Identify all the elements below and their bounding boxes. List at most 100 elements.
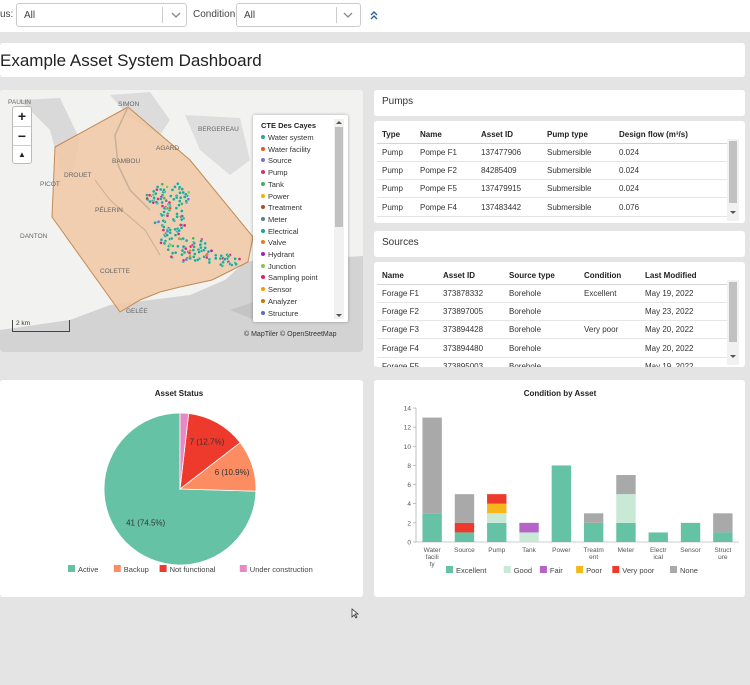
asset-point[interactable] xyxy=(159,238,164,242)
legend-item[interactable]: Hydrant xyxy=(261,250,294,259)
table-row[interactable]: Forage F2 373897005 Borehole May 23, 2022 xyxy=(374,307,734,324)
asset-point[interactable] xyxy=(187,190,191,195)
bar-segment[interactable] xyxy=(713,532,733,542)
asset-point[interactable] xyxy=(234,262,238,266)
chevron-down-icon[interactable] xyxy=(169,8,183,22)
asset-point[interactable] xyxy=(178,195,183,200)
table-row[interactable]: Pump Pompe F5 137479915 Submersible 0.024 xyxy=(374,184,734,201)
legend-item[interactable]: Pump xyxy=(261,168,288,177)
asset-point[interactable] xyxy=(151,189,156,194)
bar-segment[interactable] xyxy=(454,532,475,542)
asset-point[interactable] xyxy=(214,253,218,258)
bar-segment[interactable] xyxy=(680,522,701,542)
table-row[interactable]: Forage F4 373894480 Borehole May 20, 2022 xyxy=(374,344,734,361)
bar-legend-label[interactable]: Excellent xyxy=(456,566,487,575)
pumps-column-header[interactable]: Pump type xyxy=(547,130,588,139)
legend-item[interactable]: Treatment xyxy=(261,203,302,212)
asset-point[interactable] xyxy=(162,210,166,214)
asset-point[interactable] xyxy=(169,236,174,241)
zoom-in-button[interactable]: + xyxy=(17,108,27,124)
asset-point[interactable] xyxy=(237,257,242,261)
asset-point[interactable] xyxy=(169,194,173,198)
bar-segment[interactable] xyxy=(583,513,604,523)
pumps-scrollbar[interactable] xyxy=(727,121,739,221)
pie-slice[interactable] xyxy=(103,412,257,566)
asset-point[interactable] xyxy=(160,200,164,205)
asset-point[interactable] xyxy=(174,206,179,210)
sources-column-header[interactable]: Asset ID xyxy=(443,271,476,280)
asset-point[interactable] xyxy=(187,251,192,255)
map-card[interactable]: PAULIN SIMON BERGEREAU AGARD BAMBOU DROU… xyxy=(0,90,363,352)
sources-scrollbar[interactable] xyxy=(727,262,739,365)
asset-point[interactable] xyxy=(193,252,197,256)
asset-point[interactable] xyxy=(205,255,209,260)
bar-segment[interactable] xyxy=(583,522,604,542)
bar-legend-label[interactable]: Fair xyxy=(550,566,563,575)
asset-point[interactable] xyxy=(206,249,211,254)
asset-point[interactable] xyxy=(162,206,167,210)
asset-point[interactable] xyxy=(147,193,152,197)
legend-item[interactable]: Source xyxy=(261,156,292,165)
zoom-out-button[interactable]: − xyxy=(13,126,31,145)
bar-segment[interactable] xyxy=(487,522,507,542)
asset-point[interactable] xyxy=(165,185,169,189)
asset-point[interactable] xyxy=(168,230,172,235)
asset-point[interactable] xyxy=(169,255,174,259)
asset-point[interactable] xyxy=(176,232,181,236)
asset-point[interactable] xyxy=(162,241,167,246)
bar-segment[interactable] xyxy=(616,522,636,542)
asset-point[interactable] xyxy=(145,196,149,201)
sources-column-header[interactable]: Last Modified xyxy=(645,271,697,280)
asset-point[interactable] xyxy=(233,257,237,261)
asset-point[interactable] xyxy=(159,197,163,201)
asset-point[interactable] xyxy=(177,185,182,190)
bar-legend-label[interactable]: None xyxy=(680,566,698,575)
asset-point[interactable] xyxy=(160,182,164,186)
asset-point[interactable] xyxy=(192,245,196,249)
asset-point[interactable] xyxy=(179,217,184,222)
table-row[interactable]: Forage F1 373878332 Borehole Excellent May 1… xyxy=(374,289,734,306)
asset-point[interactable] xyxy=(191,248,196,252)
legend-item[interactable]: Power xyxy=(261,192,289,201)
bar-segment[interactable] xyxy=(487,494,507,504)
asset-point[interactable] xyxy=(172,197,176,202)
table-row[interactable]: Pump Pompe F1 137477906 Submersible 0.024 xyxy=(374,148,734,165)
asset-point[interactable] xyxy=(154,200,159,204)
asset-point[interactable] xyxy=(181,236,185,241)
asset-point[interactable] xyxy=(203,246,207,250)
chevron-down-icon[interactable] xyxy=(341,8,355,22)
legend-item[interactable]: Water facility xyxy=(261,145,311,154)
asset-point[interactable] xyxy=(178,223,183,227)
asset-point[interactable] xyxy=(180,202,184,206)
asset-point[interactable] xyxy=(223,257,227,261)
asset-point[interactable] xyxy=(164,198,169,203)
pumps-column-header[interactable]: Asset ID xyxy=(481,130,514,139)
asset-point[interactable] xyxy=(158,187,163,192)
pie-legend-label[interactable]: Under construction xyxy=(250,565,313,574)
legend-item[interactable]: Junction xyxy=(261,262,296,271)
asset-point[interactable] xyxy=(181,190,186,195)
asset-point[interactable] xyxy=(168,243,173,247)
asset-point[interactable] xyxy=(177,203,181,207)
bar-segment[interactable] xyxy=(422,513,442,542)
table-row[interactable]: Pump Pompe F2 84285409 Submersible 0.024 xyxy=(374,166,734,183)
asset-point[interactable] xyxy=(156,220,161,224)
asset-point[interactable] xyxy=(180,187,184,191)
legend-item[interactable]: Valve xyxy=(261,238,286,247)
bar-legend-label[interactable]: Good xyxy=(514,566,532,575)
bar-segment[interactable] xyxy=(454,494,475,523)
bar-legend-label[interactable]: Very poor xyxy=(622,566,655,575)
asset-point[interactable] xyxy=(171,217,176,222)
legend-item[interactable]: Electrical xyxy=(261,227,298,236)
asset-point[interactable] xyxy=(180,209,184,213)
bar-segment[interactable] xyxy=(713,513,733,533)
asset-point[interactable] xyxy=(177,228,181,233)
asset-point[interactable] xyxy=(207,260,212,265)
asset-point[interactable] xyxy=(161,218,166,223)
bar-segment[interactable] xyxy=(422,417,442,514)
asset-point[interactable] xyxy=(180,252,184,257)
bar-segment[interactable] xyxy=(519,522,539,533)
asset-point[interactable] xyxy=(219,262,223,267)
asset-point[interactable] xyxy=(165,229,170,233)
asset-point[interactable] xyxy=(173,233,178,237)
